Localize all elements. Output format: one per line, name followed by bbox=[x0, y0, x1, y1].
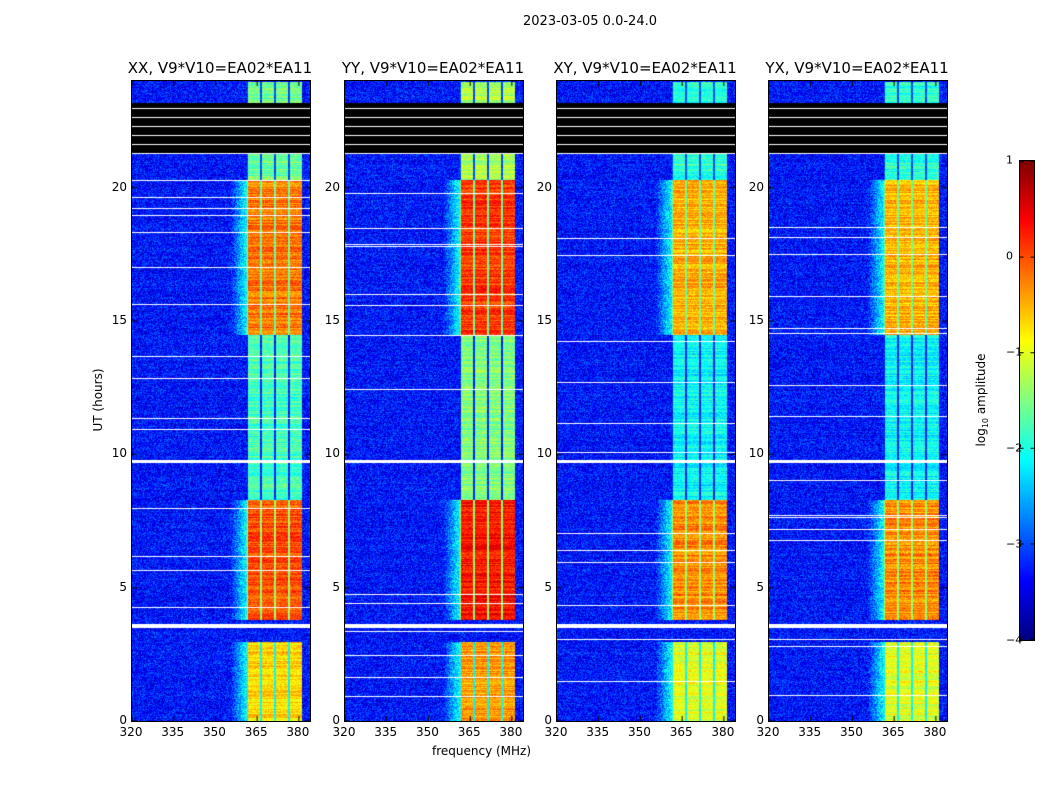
y-tick-label: 20 bbox=[536, 179, 552, 194]
x-axis-label: frequency (MHz) bbox=[432, 744, 532, 758]
x-tick-label: 380 bbox=[923, 725, 947, 739]
x-tick-label: 380 bbox=[286, 725, 310, 739]
x-tick-label: 320 bbox=[119, 725, 143, 739]
y-tick-label: 10 bbox=[748, 446, 764, 461]
x-tick-label: 350 bbox=[415, 725, 439, 739]
x-tick-label: 320 bbox=[544, 725, 568, 739]
y-tick-label: 0 bbox=[756, 713, 764, 727]
panel-title: YY, V9*V10=EA02*EA11 bbox=[341, 59, 525, 77]
x-tick-label: 335 bbox=[586, 725, 610, 739]
y-axis-label: UT (hours) bbox=[91, 368, 105, 432]
panel-title: XX, V9*V10=EA02*EA11 bbox=[127, 59, 313, 77]
colorbar-tick-label: −3 bbox=[1006, 537, 1023, 551]
x-tick-label: 365 bbox=[881, 725, 905, 739]
figure-title: 2023-03-05 0.0-24.0 bbox=[523, 14, 657, 29]
waterfall-heatmap-xy bbox=[556, 80, 736, 722]
x-tick-label: 320 bbox=[756, 725, 780, 739]
waterfall-heatmap-xx bbox=[131, 80, 311, 722]
y-tick-label: 15 bbox=[111, 313, 127, 327]
y-tick-label: 20 bbox=[111, 179, 127, 194]
waterfall-heatmap-yy bbox=[344, 80, 524, 722]
x-tick-label: 350 bbox=[202, 725, 226, 739]
colorbar bbox=[1019, 160, 1035, 641]
y-tick-label: 0 bbox=[332, 713, 340, 727]
x-tick-label: 380 bbox=[711, 725, 735, 739]
panel-title: YX, V9*V10=EA02*EA11 bbox=[765, 59, 949, 77]
y-tick-label: 15 bbox=[748, 313, 764, 327]
y-tick-label: 0 bbox=[544, 713, 552, 727]
x-tick-label: 350 bbox=[839, 725, 863, 739]
y-tick-label: 5 bbox=[544, 579, 552, 594]
colorbar-label-log: log bbox=[973, 428, 988, 447]
colorbar-label-rest: amplitude bbox=[973, 353, 988, 418]
x-tick-label: 365 bbox=[244, 725, 268, 739]
y-tick-label: 10 bbox=[536, 446, 552, 461]
x-tick-label: 335 bbox=[161, 725, 185, 739]
x-tick-label: 320 bbox=[332, 725, 356, 739]
y-tick-label: 15 bbox=[536, 313, 552, 327]
y-tick-label: 5 bbox=[756, 579, 764, 594]
colorbar-label: log10 amplitude bbox=[974, 354, 990, 447]
x-tick-label: 380 bbox=[499, 725, 523, 739]
colorbar-tick-label: 1 bbox=[1006, 153, 1013, 167]
y-tick-label: 20 bbox=[324, 179, 340, 194]
colorbar-label-sub: 10 bbox=[981, 417, 991, 429]
y-tick-label: 5 bbox=[332, 579, 340, 594]
y-tick-label: 20 bbox=[748, 179, 764, 194]
y-tick-label: 15 bbox=[324, 313, 340, 327]
waterfall-heatmap-yx bbox=[768, 80, 948, 722]
x-tick-label: 365 bbox=[669, 725, 693, 739]
y-tick-label: 10 bbox=[324, 446, 340, 461]
colorbar-tick-label: 0 bbox=[1006, 249, 1013, 263]
x-tick-label: 365 bbox=[457, 725, 481, 739]
x-tick-label: 335 bbox=[374, 725, 398, 739]
colorbar-tick-label: −1 bbox=[1006, 345, 1023, 359]
colorbar-tick-label: −4 bbox=[1006, 633, 1023, 647]
colorbar-tick-label: −2 bbox=[1006, 441, 1023, 455]
panel-title: XY, V9*V10=EA02*EA11 bbox=[553, 59, 737, 77]
y-tick-label: 0 bbox=[119, 713, 127, 727]
x-tick-label: 335 bbox=[798, 725, 822, 739]
y-tick-label: 5 bbox=[119, 579, 127, 594]
x-tick-label: 350 bbox=[627, 725, 651, 739]
y-tick-label: 10 bbox=[111, 446, 127, 461]
